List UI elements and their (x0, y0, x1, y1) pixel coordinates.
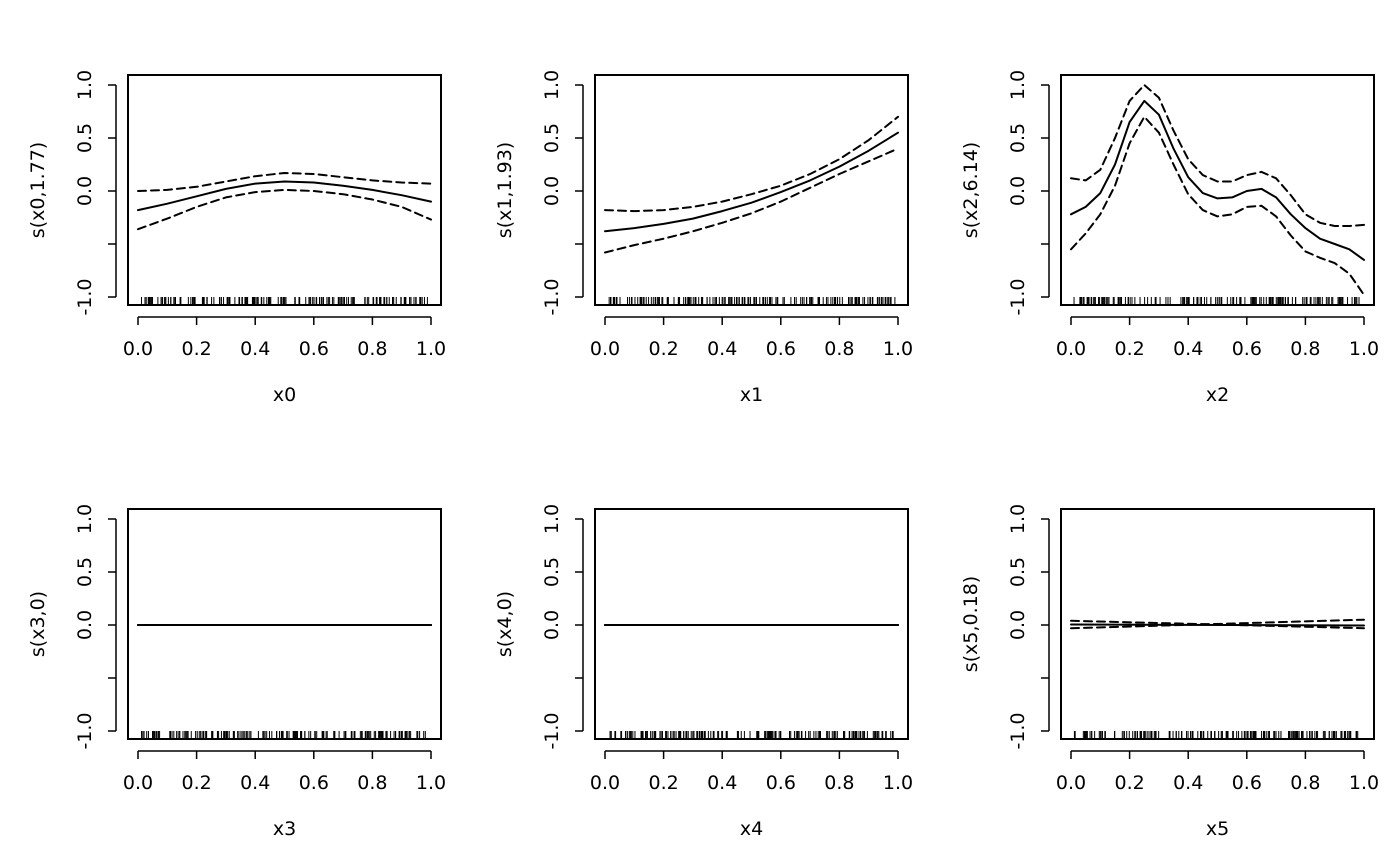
plot-frame (594, 508, 909, 740)
x-tick-label: 0.4 (1173, 338, 1203, 360)
x-tick-label: 0.4 (707, 338, 737, 360)
x-axis-title: x2 (1206, 384, 1229, 406)
confidence-band-line (1070, 84, 1365, 227)
y-tick-label: -1.0 (1007, 278, 1029, 315)
x-tick-label: 0.8 (824, 772, 854, 794)
x-tick-label: 0.0 (1056, 772, 1086, 794)
x-tick-label: 0.6 (766, 338, 796, 360)
x-tick-label: 0.4 (240, 338, 270, 360)
y-tick-label: 0.0 (74, 610, 96, 640)
y-tick-label: 0.0 (541, 610, 563, 640)
y-tick-label: 0.0 (541, 176, 563, 206)
confidence-band-line (137, 188, 432, 231)
x-tick-label: 0.0 (123, 772, 153, 794)
panel-x2: 0.0 0.2 0.4 0.6 0.8 1.0 -1.0 0.0 0.5 1.0 x2 s(x2,6.… (960, 70, 1379, 406)
x-tick-label: 0.6 (766, 772, 796, 794)
x-tick-label: 0.8 (357, 772, 387, 794)
y-tick-label: 0.0 (1007, 610, 1029, 640)
y-tick-label: 0.0 (74, 176, 96, 206)
x-tick-label: 0.6 (1232, 772, 1262, 794)
y-axis-title: s(x1,1.93) (494, 142, 516, 238)
y-tick-label: 1.0 (541, 504, 563, 534)
x-tick-label: 0.2 (1114, 338, 1144, 360)
x-tick-label: 0.2 (648, 772, 678, 794)
plot-frame (1060, 74, 1375, 306)
y-tick-label: 1.0 (74, 504, 96, 534)
y-tick-label: -1.0 (541, 712, 563, 749)
plot-frame (1060, 508, 1375, 740)
x-tick-label: 0.2 (648, 338, 678, 360)
y-tick-label: 0.5 (541, 123, 563, 153)
x-tick-label: 0.4 (1173, 772, 1203, 794)
y-tick-label: 0.5 (1007, 123, 1029, 153)
x-tick-label: 0.4 (707, 772, 737, 794)
smooth-estimate-line (137, 180, 432, 212)
x-tick-label: 0.2 (181, 338, 211, 360)
x-axis-title: x5 (1206, 818, 1229, 840)
y-tick-label: 1.0 (1007, 504, 1029, 534)
confidence-band-line (604, 147, 899, 254)
x-tick-label: 0.8 (824, 338, 854, 360)
y-axis-title: s(x4,0) (494, 591, 516, 657)
panel-x1: 0.0 0.2 0.4 0.6 0.8 1.0 -1.0 0.0 0.5 1.0 x1 s(x1,1.… (494, 70, 913, 406)
x-axis-title: x0 (273, 384, 296, 406)
plot-frame (127, 508, 442, 740)
x-tick-label: 1.0 (883, 772, 913, 794)
plot-frame (127, 74, 442, 306)
x-tick-label: 0.6 (1232, 338, 1262, 360)
x-tick-label: 0.0 (123, 338, 153, 360)
plot-frame (594, 74, 909, 306)
confidence-band-line (1070, 115, 1365, 296)
smooth-estimate-line (1070, 99, 1365, 261)
x-tick-label: 1.0 (1349, 338, 1379, 360)
x-tick-label: 0.6 (299, 772, 329, 794)
y-axis-title: s(x3,0) (27, 591, 49, 657)
y-axis-title: s(x5,0.18) (960, 576, 982, 672)
y-tick-label: -1.0 (1007, 712, 1029, 749)
x-tick-label: 0.8 (1290, 772, 1320, 794)
x-axis-title: x1 (740, 384, 763, 406)
confidence-band-line (604, 115, 899, 213)
y-tick-label: 0.5 (74, 557, 96, 587)
x-tick-label: 0.0 (590, 772, 620, 794)
y-tick-label: 0.0 (1007, 176, 1029, 206)
confidence-band-line (137, 172, 432, 192)
smooth-estimate-line (604, 131, 899, 233)
x-tick-label: 0.0 (1056, 338, 1086, 360)
x-tick-label: 1.0 (1349, 772, 1379, 794)
x-axis-title: x3 (273, 818, 296, 840)
y-tick-label: 0.5 (1007, 557, 1029, 587)
x-tick-label: 1.0 (416, 772, 446, 794)
x-tick-label: 0.2 (1114, 772, 1144, 794)
x-tick-label: 0.8 (1290, 338, 1320, 360)
x-tick-label: 0.8 (357, 338, 387, 360)
y-tick-label: 1.0 (541, 70, 563, 100)
y-tick-label: 1.0 (74, 70, 96, 100)
panel-x0: 0.0 0.2 0.4 0.6 0.8 1.0 -1.0 0.0 0.5 1.0 x0 s(x0,1.… (27, 70, 446, 406)
x-tick-label: 0.2 (181, 772, 211, 794)
y-tick-label: 1.0 (1007, 70, 1029, 100)
x-tick-label: 0.4 (240, 772, 270, 794)
x-tick-label: 0.6 (299, 338, 329, 360)
y-tick-label: -1.0 (541, 278, 563, 315)
y-tick-label: 0.5 (74, 123, 96, 153)
panel-x3: 0.0 0.2 0.4 0.6 0.8 1.0 -1.0 0.0 0.5 1.0 x3 s(x3,0) (27, 504, 446, 840)
panel-x5: 0.0 0.2 0.4 0.6 0.8 1.0 -1.0 0.0 0.5 1.0 x5 s(x5,0.… (960, 504, 1379, 840)
y-tick-label: 0.5 (541, 557, 563, 587)
y-tick-label: -1.0 (74, 712, 96, 749)
panel-x4: 0.0 0.2 0.4 0.6 0.8 1.0 -1.0 0.0 0.5 1.0 x4 s(x4,0) (494, 504, 913, 840)
y-axis-title: s(x0,1.77) (27, 142, 49, 238)
x-tick-label: 0.0 (590, 338, 620, 360)
x-axis-title: x4 (740, 818, 763, 840)
x-tick-label: 1.0 (416, 338, 446, 360)
x-tick-label: 1.0 (883, 338, 913, 360)
y-tick-label: -1.0 (74, 278, 96, 315)
y-axis-title: s(x2,6.14) (960, 142, 982, 238)
confidence-band-line (1070, 618, 1365, 630)
